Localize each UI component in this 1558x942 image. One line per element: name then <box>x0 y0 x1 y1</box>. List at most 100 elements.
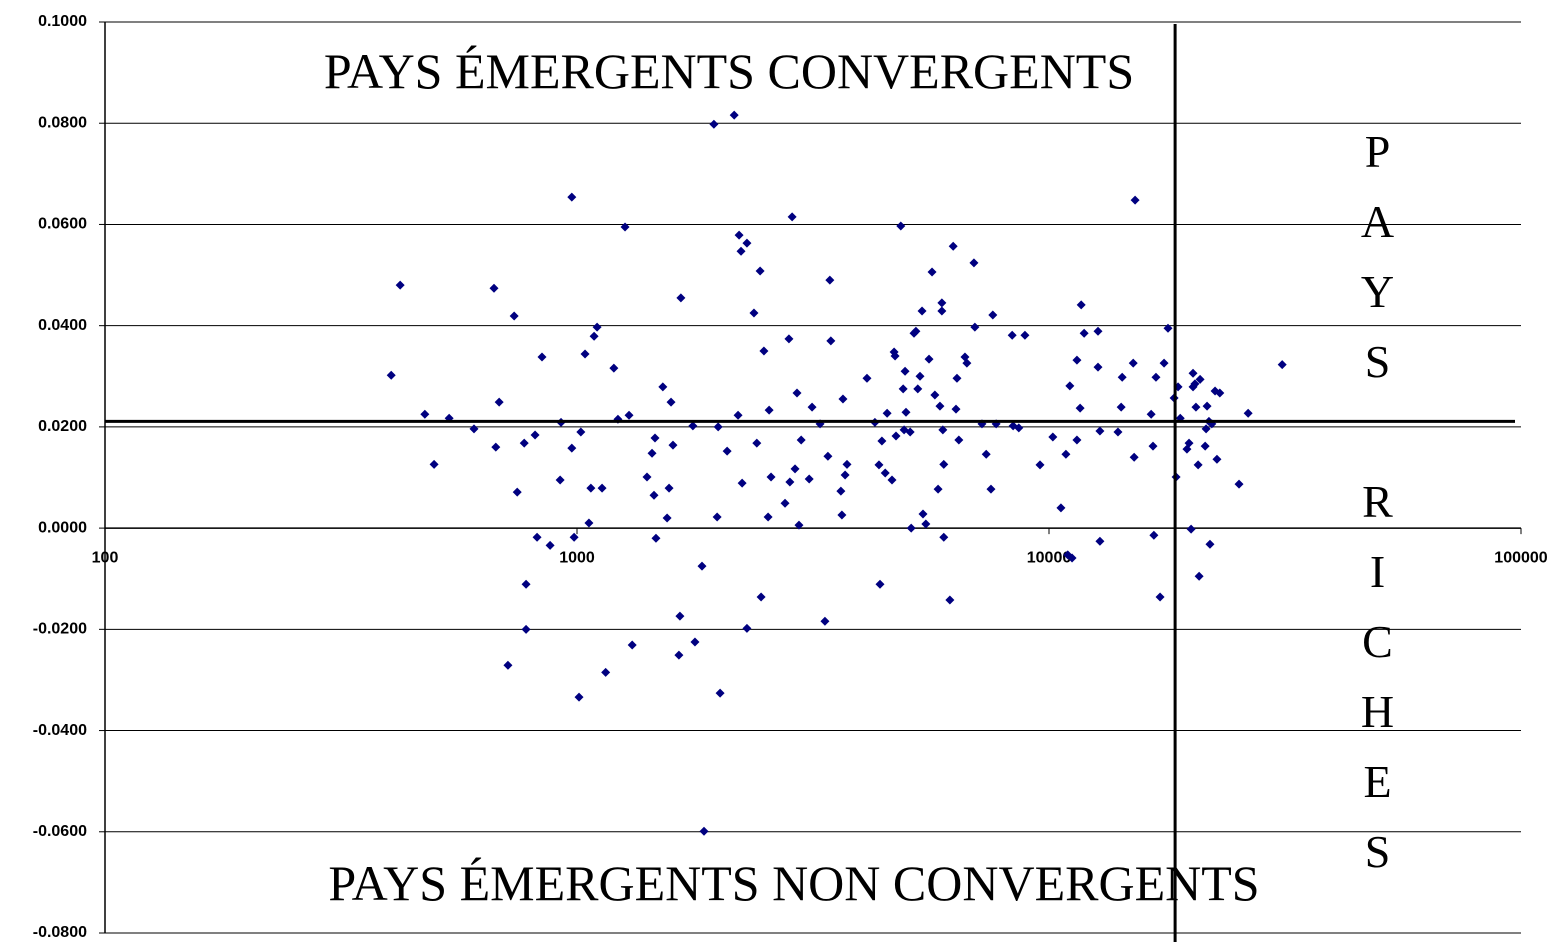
point <box>937 298 947 308</box>
point <box>699 826 709 836</box>
point <box>785 477 795 487</box>
y-tick-label: -0.0200 <box>33 621 87 638</box>
point <box>1072 355 1082 365</box>
point <box>792 388 802 398</box>
point <box>1190 379 1200 389</box>
point <box>1117 372 1127 382</box>
point <box>1159 358 1169 368</box>
annotation: PAYS RICHES <box>1352 126 1403 896</box>
point <box>954 435 964 445</box>
point <box>1093 326 1103 336</box>
point <box>1184 438 1194 448</box>
point <box>930 390 940 400</box>
point <box>1212 454 1222 464</box>
point <box>567 443 577 453</box>
point <box>584 518 594 528</box>
y-tick-label: 0.1000 <box>38 13 87 30</box>
x-tick-label: 1000 <box>559 549 595 566</box>
point <box>1215 388 1225 398</box>
point <box>429 459 439 469</box>
point <box>1020 330 1030 340</box>
point <box>1072 435 1082 445</box>
point <box>969 258 979 268</box>
point <box>917 306 927 316</box>
y-tick-label: 0.0800 <box>38 114 87 131</box>
y-tick-label: 0.0000 <box>38 519 87 536</box>
point <box>1195 374 1205 384</box>
point <box>905 427 915 437</box>
point <box>1076 300 1086 310</box>
point <box>675 611 685 621</box>
point <box>900 366 910 376</box>
annotation: PAYS ÉMERGENTS CONVERGENTS <box>324 43 1134 99</box>
point <box>1113 427 1123 437</box>
point <box>668 440 678 450</box>
point <box>1191 402 1201 412</box>
point <box>825 275 835 285</box>
point <box>1095 426 1105 436</box>
point <box>784 334 794 344</box>
point <box>1205 539 1215 549</box>
point <box>1065 381 1075 391</box>
point <box>1116 402 1126 412</box>
y-tick-label: -0.0600 <box>33 823 87 840</box>
point <box>945 595 955 605</box>
point <box>874 460 884 470</box>
point <box>742 238 752 248</box>
x-tick-label: 100 <box>92 549 119 566</box>
point <box>1149 530 1159 540</box>
point <box>862 373 872 383</box>
point <box>642 472 652 482</box>
point <box>752 438 762 448</box>
point <box>826 336 836 346</box>
point <box>662 513 672 523</box>
point <box>647 448 657 458</box>
point <box>1202 401 1212 411</box>
point <box>1035 460 1045 470</box>
point <box>1079 328 1089 338</box>
point <box>763 512 773 522</box>
point <box>796 435 806 445</box>
point <box>787 212 797 222</box>
point <box>1075 403 1085 413</box>
point <box>1234 479 1244 489</box>
point <box>970 322 980 332</box>
point <box>913 384 923 394</box>
point <box>574 692 584 702</box>
point <box>676 293 686 303</box>
point <box>1148 441 1158 451</box>
point <box>952 373 962 383</box>
point <box>911 326 921 336</box>
point <box>650 433 660 443</box>
point <box>1243 408 1253 418</box>
point <box>836 486 846 496</box>
point <box>1188 368 1198 378</box>
point <box>742 623 752 633</box>
point <box>690 637 700 647</box>
point <box>733 410 743 420</box>
point <box>1130 195 1140 205</box>
point <box>386 370 396 380</box>
point <box>794 520 804 530</box>
point <box>1014 423 1024 433</box>
point <box>749 308 759 318</box>
point <box>609 363 619 373</box>
point <box>736 246 746 256</box>
point <box>901 407 911 417</box>
point <box>951 404 961 414</box>
point <box>780 498 790 508</box>
point <box>807 402 817 412</box>
point <box>729 110 739 120</box>
point <box>896 221 906 231</box>
x-tick-label: 10000 <box>1027 549 1072 566</box>
point <box>420 409 430 419</box>
point <box>569 532 579 542</box>
point <box>713 422 723 432</box>
point <box>842 459 852 469</box>
point <box>766 472 776 482</box>
point <box>875 579 885 589</box>
point <box>580 349 590 359</box>
point <box>1007 330 1017 340</box>
